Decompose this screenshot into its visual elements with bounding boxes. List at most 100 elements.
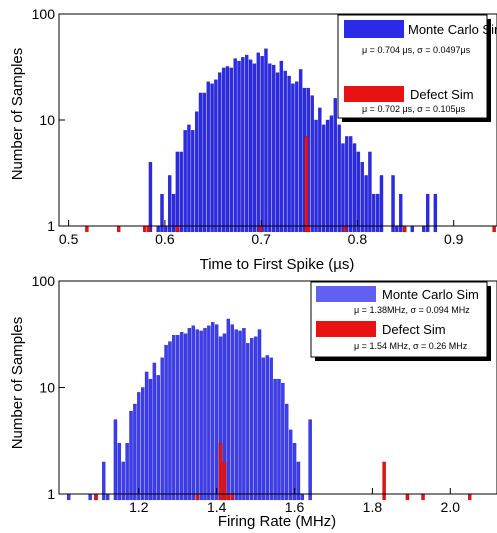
bar-monte-carlo-sim bbox=[230, 324, 234, 501]
bar-monte-carlo-sim bbox=[160, 357, 164, 501]
bar-monte-carlo-sim bbox=[360, 162, 364, 233]
bar-defect-sim bbox=[306, 225, 311, 233]
bar-monte-carlo-sim bbox=[422, 225, 426, 233]
bar-monte-carlo-sim bbox=[176, 335, 180, 501]
legend-stats-monte-carlo: μ = 1.38MHz, σ = 0.094 MHz bbox=[354, 305, 470, 315]
bar-monte-carlo-sim bbox=[171, 193, 176, 233]
y-axis-label: Number of Samples bbox=[9, 48, 26, 181]
bar-monte-carlo-sim bbox=[203, 328, 207, 501]
ticks-layer: 1.2 1.4 1.6 1.8 2.0 1 10 100 bbox=[32, 273, 461, 515]
bar-monte-carlo-sim bbox=[129, 410, 133, 501]
bar-defect-sim bbox=[85, 225, 89, 233]
bar-monte-carlo-sim bbox=[250, 338, 254, 501]
legend-label-defect: Defect Sim bbox=[410, 87, 474, 102]
bar-monte-carlo-sim bbox=[246, 343, 250, 501]
bar-monte-carlo-sim bbox=[264, 48, 268, 233]
x-tick-label: 1.2 bbox=[129, 499, 149, 515]
bar-monte-carlo-sim bbox=[322, 124, 326, 233]
x-tick-label: 1.8 bbox=[363, 499, 383, 515]
bar-monte-carlo-sim bbox=[368, 151, 372, 233]
bar-monte-carlo-sim bbox=[121, 461, 125, 501]
bar-monte-carlo-sim bbox=[179, 151, 183, 233]
bars-layer bbox=[85, 48, 496, 233]
legend-label-defect: Defect Sim bbox=[382, 322, 446, 337]
bar-monte-carlo-sim bbox=[275, 72, 280, 233]
bar-defect-sim bbox=[492, 225, 496, 233]
bar-defect-sim bbox=[421, 493, 425, 501]
bar-defect-sim bbox=[116, 225, 121, 233]
bar-monte-carlo-sim bbox=[207, 325, 211, 501]
bar-monte-carlo-sim bbox=[395, 225, 399, 233]
bar-monte-carlo-sim bbox=[268, 63, 272, 233]
legend-stats-defect: μ = 1.54 MHz, σ = 0.26 MHz bbox=[354, 341, 468, 351]
bar-monte-carlo-sim bbox=[287, 75, 291, 233]
bar-monte-carlo-sim bbox=[399, 193, 403, 233]
bar-monte-carlo-sim bbox=[269, 357, 273, 501]
bar-monte-carlo-sim bbox=[352, 143, 357, 233]
bar-monte-carlo-sim bbox=[194, 111, 199, 233]
bar-monte-carlo-sim bbox=[125, 443, 129, 501]
legend-swatch-monte-carlo bbox=[316, 286, 376, 302]
y-tick-label: 10 bbox=[39, 380, 55, 396]
x-tick-label: 0.9 bbox=[444, 231, 464, 247]
x-tick-label: 0.6 bbox=[155, 231, 175, 247]
y-tick-label: 1 bbox=[47, 486, 55, 502]
bar-monte-carlo-sim bbox=[433, 193, 438, 233]
legend-label-monte-carlo: Monte Carlo Sim bbox=[382, 287, 479, 302]
x-tick-label: 0.7 bbox=[251, 231, 271, 247]
bars-layer bbox=[67, 318, 472, 501]
bar-monte-carlo-sim bbox=[202, 92, 207, 233]
bar-monte-carlo-sim bbox=[237, 60, 241, 233]
bar-monte-carlo-sim bbox=[337, 124, 341, 233]
bar-monte-carlo-sim bbox=[211, 322, 215, 501]
bar-monte-carlo-sim bbox=[113, 419, 118, 501]
bar-monte-carlo-sim bbox=[295, 81, 299, 233]
legend: Monte Carlo Sim μ = 0.704 μs, σ = 0.0497… bbox=[337, 14, 497, 122]
legend-swatch-monte-carlo bbox=[344, 20, 404, 38]
bar-defect-sim bbox=[94, 493, 98, 501]
bar-defect-sim bbox=[218, 443, 223, 501]
bar-monte-carlo-sim bbox=[345, 136, 349, 233]
bar-monte-carlo-sim bbox=[160, 193, 164, 233]
bar-monte-carlo-sim bbox=[218, 72, 222, 233]
chart-panel-time-to-first-spike: Number of Samples Time to First Spike (µ… bbox=[9, 6, 497, 273]
bar-defect-sim bbox=[405, 493, 410, 501]
bar-monte-carlo-sim bbox=[341, 143, 345, 233]
y-tick-label: 100 bbox=[32, 6, 56, 22]
bar-monte-carlo-sim bbox=[257, 329, 262, 501]
bar-monte-carlo-sim bbox=[152, 362, 157, 501]
x-tick-label: 0.8 bbox=[348, 231, 368, 247]
bar-monte-carlo-sim bbox=[172, 335, 176, 501]
legend-swatch-defect bbox=[344, 86, 404, 102]
bar-monte-carlo-sim bbox=[102, 461, 106, 501]
bar-monte-carlo-sim bbox=[285, 403, 289, 501]
bar-monte-carlo-sim bbox=[265, 355, 269, 501]
bar-monte-carlo-sim bbox=[379, 175, 384, 233]
bar-monte-carlo-sim bbox=[168, 175, 172, 233]
bar-defect-sim bbox=[382, 461, 386, 501]
y-tick-label: 100 bbox=[32, 273, 56, 289]
legend-label-monte-carlo: Monte Carlo Sim bbox=[408, 22, 497, 37]
bar-monte-carlo-sim bbox=[148, 378, 153, 501]
bar-monte-carlo-sim bbox=[137, 392, 141, 501]
bar-monte-carlo-sim bbox=[117, 443, 122, 501]
y-tick-label: 10 bbox=[39, 112, 55, 128]
bar-monte-carlo-sim bbox=[175, 151, 180, 233]
bar-monte-carlo-sim bbox=[356, 151, 361, 233]
bar-monte-carlo-sim bbox=[144, 371, 149, 501]
bar-monte-carlo-sim bbox=[256, 52, 260, 233]
bar-monte-carlo-sim bbox=[198, 92, 203, 233]
bar-monte-carlo-sim bbox=[291, 83, 295, 233]
bar-monte-carlo-sim bbox=[410, 225, 414, 233]
bar-monte-carlo-sim bbox=[140, 387, 145, 501]
bar-monte-carlo-sim bbox=[233, 58, 237, 233]
legend-stats-defect: μ = 0.702 μs, σ = 0.105μs bbox=[362, 104, 466, 114]
legend-swatch-defect bbox=[316, 321, 376, 337]
bar-defect-sim bbox=[222, 461, 227, 501]
bar-monte-carlo-sim bbox=[391, 175, 395, 233]
bar-monte-carlo-sim bbox=[288, 429, 293, 501]
bar-monte-carlo-sim bbox=[156, 375, 160, 501]
bar-monte-carlo-sim bbox=[310, 95, 314, 233]
bar-monte-carlo-sim bbox=[206, 81, 210, 233]
